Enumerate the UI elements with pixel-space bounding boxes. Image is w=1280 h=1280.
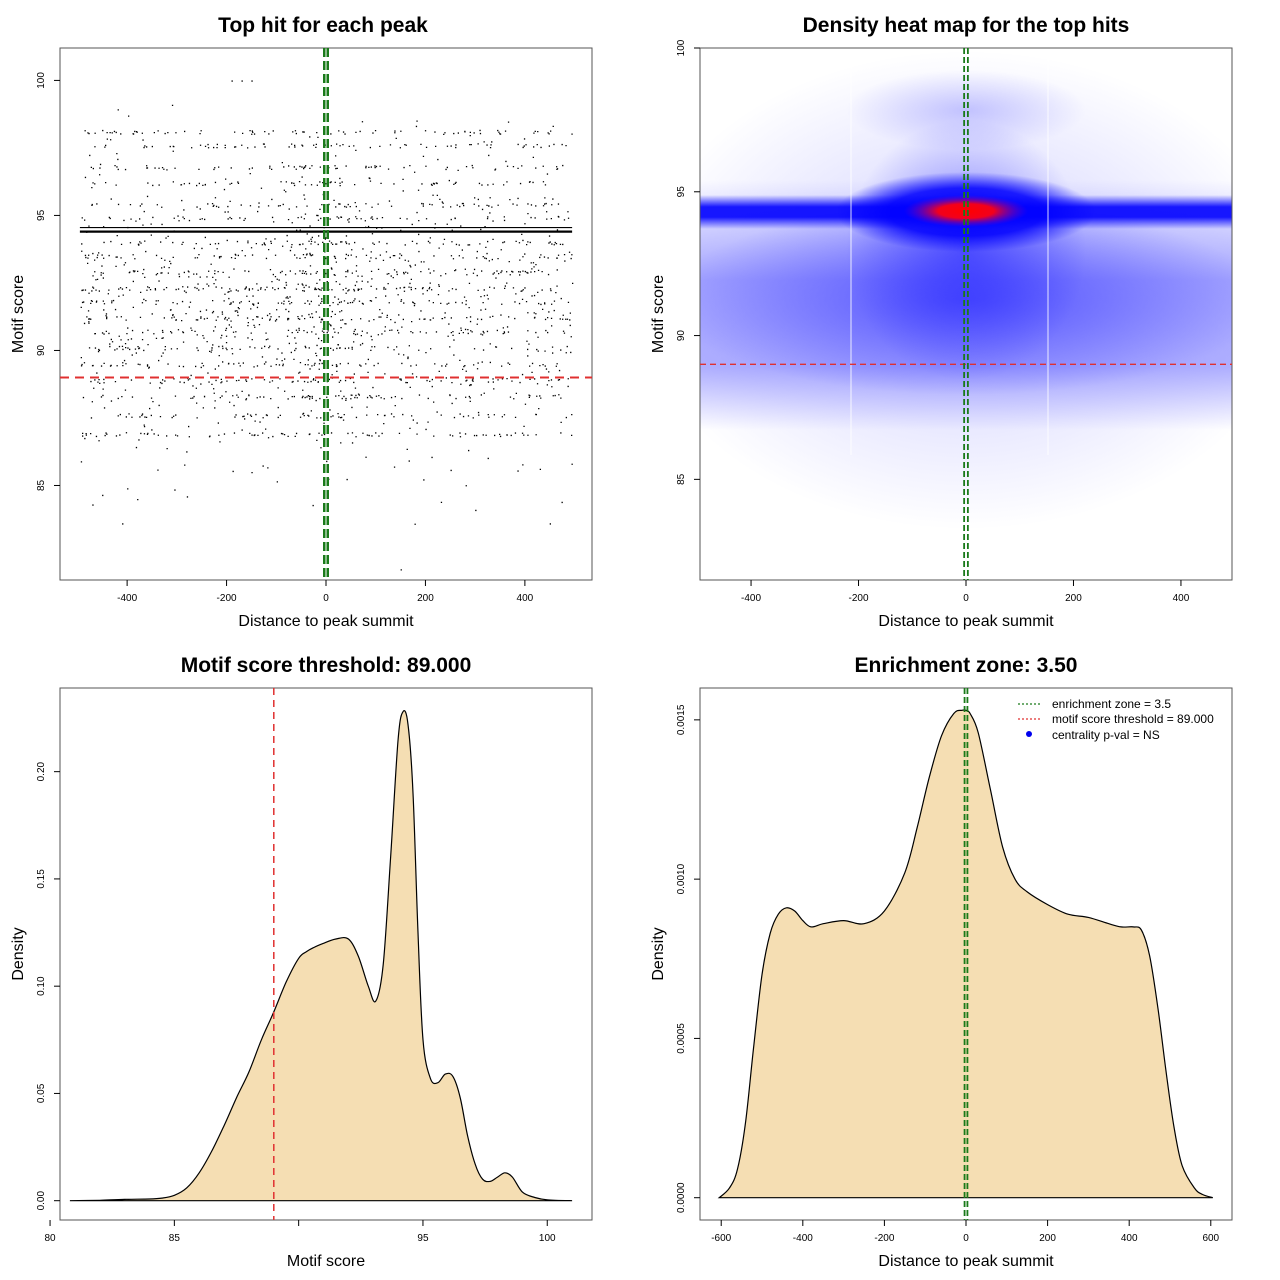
x-tick-label: -600 (711, 1233, 731, 1244)
y-tick-label: 0.10 (36, 976, 47, 996)
panel-heatmap: Density heat map for the top hits -400 -2… (650, 14, 1233, 630)
distance-density-ylabel: Density (650, 927, 667, 980)
heatmap-density (700, 48, 1232, 580)
scatter-frame (59, 47, 593, 581)
y-tick-label: 0.0015 (676, 704, 687, 735)
score-density-ylabel: Density (10, 927, 27, 980)
x-tick-label: 400 (1173, 593, 1190, 604)
score-density-frame (59, 687, 593, 1221)
x-tick-label: -200 (217, 593, 237, 604)
heatmap-axes: -400 -200 0 200 400 85 90 95 100 (676, 39, 1190, 604)
y-tick-label: 90 (676, 330, 687, 342)
x-tick-label: 200 (417, 593, 434, 604)
x-tick-label: -200 (874, 1233, 894, 1244)
y-tick-label: 0.0010 (676, 863, 687, 894)
distance-density-axes: -600 -400 -200 0 200 400 600 0.0000 0.0005 0.0010… (676, 704, 1220, 1244)
y-tick-label: 0.0000 (676, 1182, 687, 1213)
scatter-points (79, 80, 574, 571)
distance-density-curve (717, 709, 1213, 1199)
score-density-curve (69, 710, 573, 1202)
panel-score-density: Motif score threshold: 89.000 80 85 95 100 0… (10, 654, 593, 1270)
legend: enrichment zone = 3.5 motif score thresh… (1018, 697, 1214, 742)
x-tick-label: 400 (517, 593, 534, 604)
legend-pval-label: centrality p-val = NS (1052, 728, 1160, 742)
x-tick-label: 0 (963, 1233, 969, 1244)
heatmap-hotspot (904, 195, 1028, 227)
y-tick-label: 0.15 (36, 869, 47, 889)
panel-distance-density: Enrichment zone: 3.50 -600 -400 -200 0 200 40… (650, 654, 1233, 1270)
y-tick-label: 100 (36, 72, 47, 89)
panel-scatter: Top hit for each peak -400 -200 0 200 400 85 9… (10, 14, 593, 630)
y-tick-label: 85 (676, 473, 687, 485)
x-tick-label: -400 (741, 593, 761, 604)
y-tick-label: 95 (36, 209, 47, 221)
legend-zone-label: enrichment zone = 3.5 (1052, 697, 1171, 711)
scatter-xlabel: Distance to peak summit (238, 613, 414, 630)
x-tick-label: -200 (849, 593, 869, 604)
scatter-title: Top hit for each peak (218, 14, 428, 37)
distance-density-title: Enrichment zone: 3.50 (855, 654, 1078, 677)
y-tick-label: 0.20 (36, 761, 47, 781)
y-tick-label: 95 (676, 186, 687, 198)
x-tick-label: 95 (417, 1233, 429, 1244)
x-tick-label: -400 (117, 593, 137, 604)
heatmap-xlabel: Distance to peak summit (878, 613, 1054, 630)
x-tick-label: 200 (1065, 593, 1082, 604)
x-tick-label: 100 (539, 1233, 556, 1244)
heatmap-ylabel: Motif score (650, 275, 667, 353)
x-tick-label: 0 (963, 593, 969, 604)
x-tick-label: 85 (169, 1233, 181, 1244)
y-tick-label: 0.0005 (676, 1023, 687, 1054)
legend-pval-dot (1026, 731, 1032, 737)
y-tick-label: 100 (676, 39, 687, 56)
score-density-title: Motif score threshold: 89.000 (181, 654, 472, 677)
score-density-axes: 80 85 95 100 0.00 0.05 0.10 0.15 0.20 (36, 761, 556, 1244)
x-tick-label: 200 (1039, 1233, 1056, 1244)
x-tick-label: 400 (1121, 1233, 1138, 1244)
y-tick-label: 90 (36, 344, 47, 356)
scatter-axes: -400 -200 0 200 400 85 90 95 100 (36, 72, 534, 604)
x-tick-label: 600 (1202, 1233, 1219, 1244)
score-density-xlabel: Motif score (287, 1253, 365, 1270)
x-tick-label: -400 (793, 1233, 813, 1244)
x-tick-label: 0 (323, 593, 329, 604)
y-tick-label: 0.00 (36, 1191, 47, 1211)
x-tick-label: 80 (44, 1233, 56, 1244)
distance-density-xlabel: Distance to peak summit (878, 1253, 1054, 1270)
scatter-ylabel: Motif score (10, 275, 27, 353)
legend-threshold-label: motif score threshold = 89.000 (1052, 712, 1214, 726)
heatmap-title: Density heat map for the top hits (803, 14, 1130, 37)
y-tick-label: 85 (36, 479, 47, 491)
y-tick-label: 0.05 (36, 1083, 47, 1103)
